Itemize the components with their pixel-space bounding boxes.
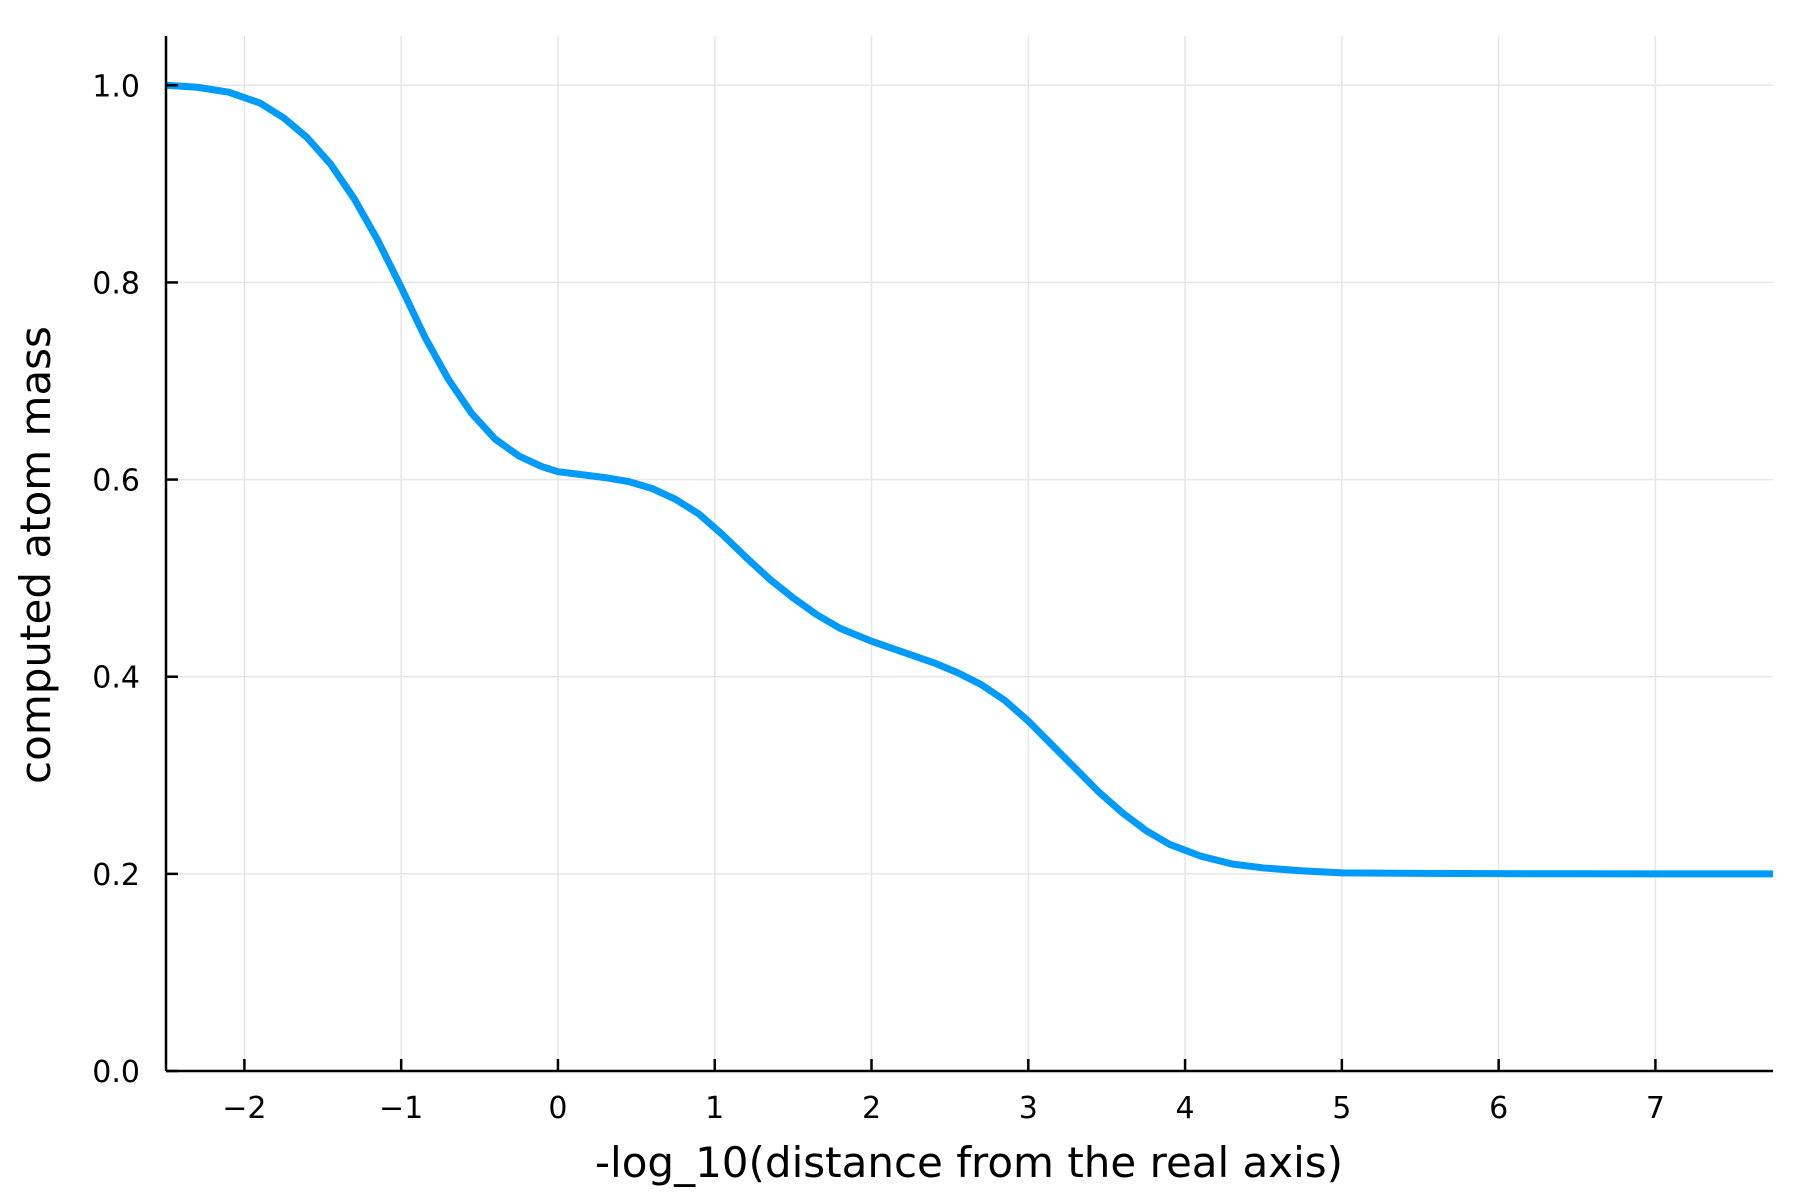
y-axis-ticks: 0.0 0.2 0.4 0.6 0.8 1.0 [92, 69, 178, 1090]
series-line [165, 81, 1773, 878]
y-tick-label: 0.8 [92, 266, 140, 301]
x-axis-ticks: −2 −1 0 1 2 3 4 5 6 7 [222, 1059, 1665, 1126]
y-tick-label: 0.6 [92, 464, 140, 499]
y-tick-label: 0.4 [92, 661, 140, 696]
x-tick-label: 6 [1489, 1091, 1508, 1126]
x-tick-label: 3 [1019, 1091, 1038, 1126]
x-tick-label: 2 [862, 1091, 881, 1126]
y-axis-label: computed atom mass [11, 326, 60, 784]
series-layer [165, 81, 1773, 878]
x-tick-label: −2 [222, 1091, 266, 1126]
x-tick-label: 0 [548, 1091, 567, 1126]
y-tick-label: 0.2 [92, 858, 140, 893]
x-axis-label: -log_10(distance from the real axis) [595, 1138, 1343, 1187]
x-tick-label: −1 [379, 1091, 423, 1126]
grid-lines [166, 36, 1773, 1072]
y-tick-label: 0.0 [92, 1055, 140, 1090]
x-tick-label: 1 [705, 1091, 724, 1126]
x-tick-label: 4 [1176, 1091, 1195, 1126]
x-tick-label: 5 [1332, 1091, 1351, 1126]
y-tick-label: 1.0 [92, 69, 140, 104]
axes [164, 36, 1773, 1073]
x-tick-label: 7 [1646, 1091, 1665, 1126]
